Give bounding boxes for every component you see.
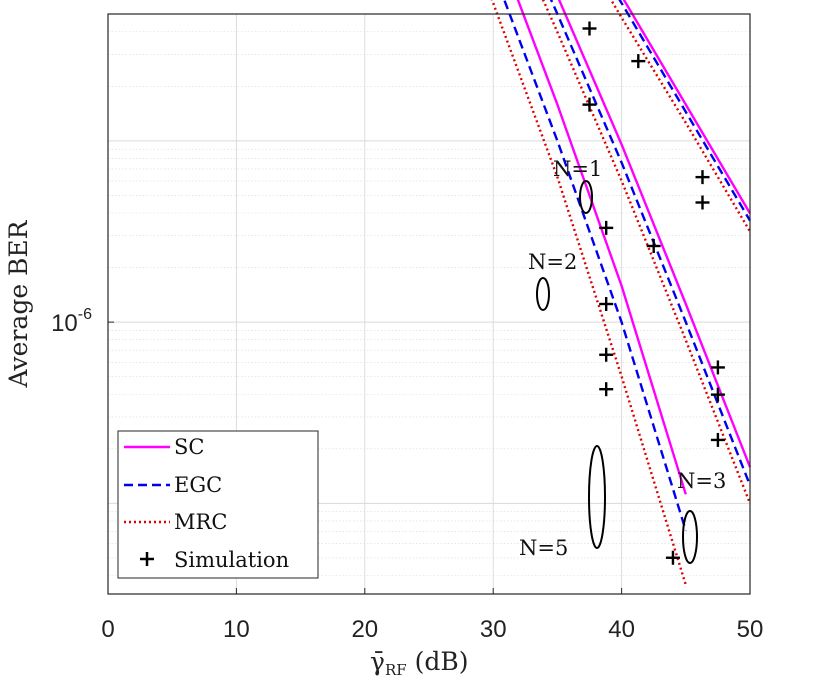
x-label-gamma: γ̄	[370, 647, 385, 676]
simulation-marker	[710, 432, 725, 447]
annotation-ellipse-n5	[588, 445, 606, 549]
simulation-markers	[582, 21, 725, 565]
annotation-n2: N=2	[528, 250, 577, 274]
x-tick-label: 50	[737, 616, 764, 643]
y-tick-label: 10-6	[51, 306, 92, 337]
simulation-marker	[646, 239, 661, 253]
series-line-sc-n5	[516, 0, 687, 495]
legend-label-mrc: MRC	[174, 510, 227, 534]
simulation-marker	[599, 347, 614, 362]
series-line-sc-n2	[622, 0, 752, 215]
simulation-marker	[631, 54, 646, 69]
legend-label-egc: EGC	[174, 473, 222, 497]
simulation-marker	[695, 170, 710, 185]
x-tick-label: 20	[351, 616, 378, 643]
annotation-ellipse-n1	[579, 180, 593, 214]
simulation-marker	[599, 382, 614, 397]
simulation-marker	[665, 550, 680, 565]
x-label-unit: (dB)	[407, 647, 469, 676]
annotation-n3: N=3	[677, 469, 726, 493]
annotation-n5: N=5	[519, 536, 568, 560]
simulation-marker	[582, 97, 597, 112]
simulation-marker	[695, 195, 710, 210]
x-label-sub: RF	[385, 661, 407, 679]
x-tick-label: 40	[608, 616, 635, 643]
x-tick-label: 0	[101, 616, 114, 643]
simulation-marker	[710, 360, 725, 375]
y-tick-base: 10	[51, 310, 78, 337]
legend-label-sc: SC	[174, 435, 204, 459]
svg-text:γ̄RF (dB): γ̄RF (dB)	[370, 647, 469, 679]
series-line-sc-n3	[557, 0, 752, 468]
x-tick-label: 10	[223, 616, 250, 643]
legend-box	[117, 430, 319, 579]
annotation-n1: N=1	[553, 157, 602, 181]
x-axis-label: γ̄RF (dB)	[370, 647, 469, 679]
annotation-ellipse-n2	[536, 277, 550, 311]
x-tick-label: 30	[480, 616, 507, 643]
axes-box	[107, 13, 751, 595]
simulation-marker	[582, 21, 597, 36]
simulation-marker	[710, 387, 725, 402]
series-line-mrc-n2	[609, 0, 752, 233]
legend: SC EGC MRC Simulation	[117, 430, 319, 579]
simulation-marker	[599, 220, 614, 235]
legend-label-simulation: Simulation	[174, 548, 289, 572]
y-axis-label: Average BER	[4, 219, 33, 388]
series-line-mrc-n5	[490, 0, 687, 586]
legend-marker-simulation	[140, 552, 154, 566]
simulation-marker	[599, 297, 614, 311]
annotations: N=1 N=2 N=3 N=5	[519, 157, 726, 564]
y-tick-exponent: -6	[78, 306, 92, 323]
annotation-ellipse-n3	[682, 510, 698, 564]
